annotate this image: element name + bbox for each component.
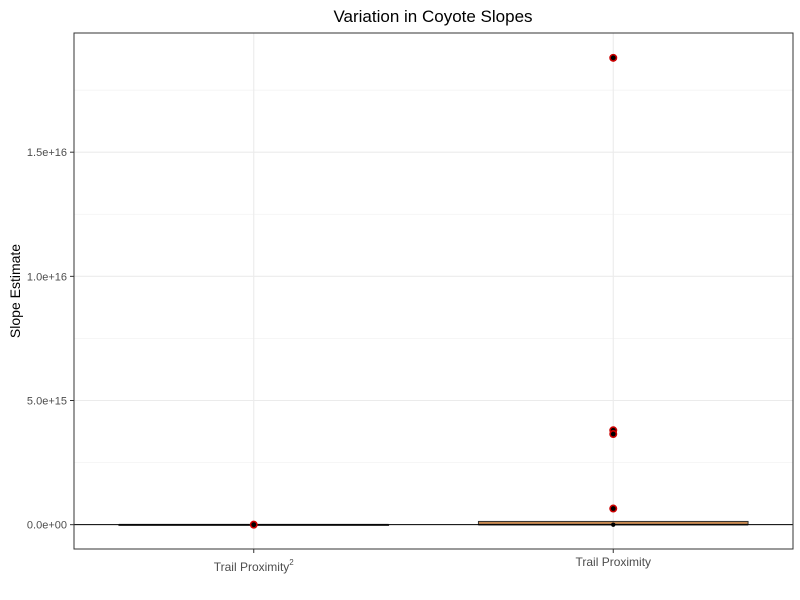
x-tick-label: Trail Proximity2 [214,558,295,574]
outlier-point-center [610,506,616,511]
panel-border [73,32,794,550]
y-tick-label: 0.0e+00 [27,520,67,532]
y-axis-ticks: 0.0e+00 5.0e+15 1.0e+16 1.5e+16 [27,147,74,532]
grid-layer [74,33,793,549]
chart-title: Variation in Coyote Slopes [333,7,532,26]
y-tick-label: 1.0e+16 [27,271,67,283]
y-tick-label: 1.5e+16 [27,147,67,159]
y-tick-label: 5.0e+15 [27,396,67,408]
y-axis-label: Slope Estimate [7,244,23,338]
data-point [611,522,616,527]
outlier-point-center [610,55,616,61]
x-tick-label: Trail Proximity [575,555,651,569]
point-layer [249,53,618,529]
outlier-point-center [610,431,616,437]
x-axis-ticks: Trail Proximity2 Trail Proximity [214,549,651,574]
box-layer [74,520,793,526]
data-point [251,522,256,527]
